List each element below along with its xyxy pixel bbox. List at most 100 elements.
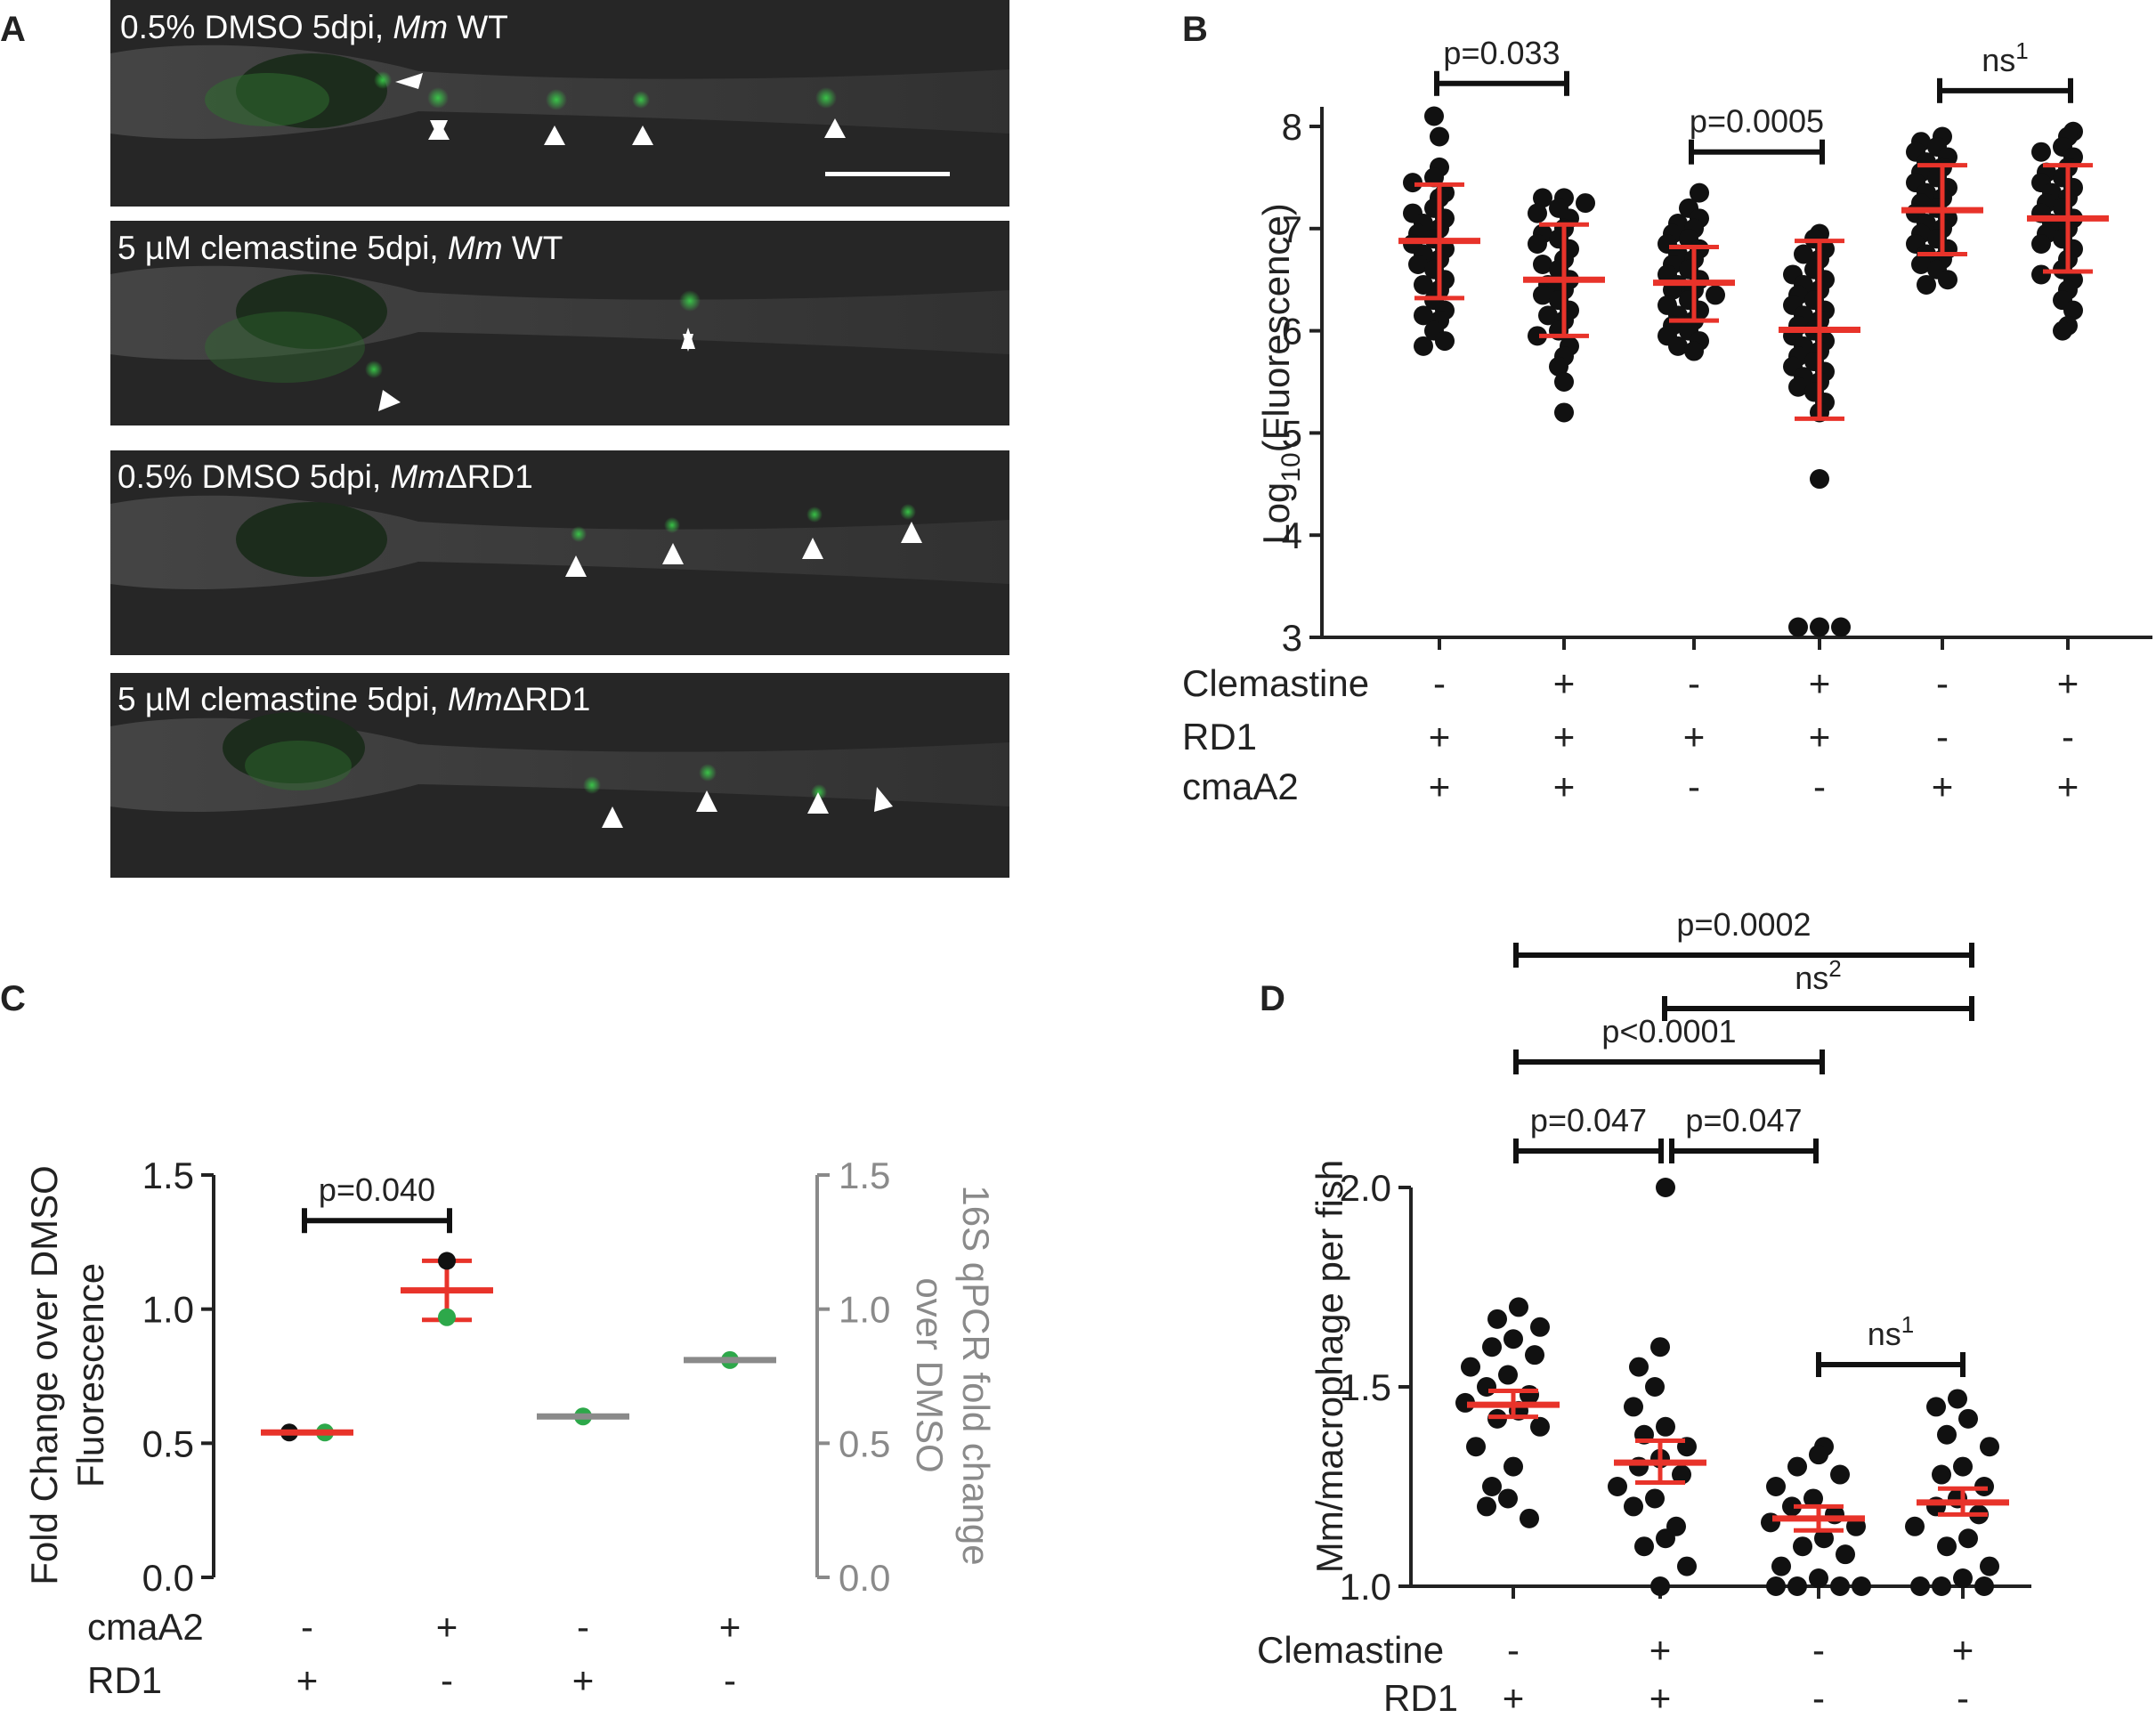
b-y-axis-tick-label: 3 [1282, 617, 1302, 659]
panel-b-chart: 3 4 5 6 7 8 Log10(Fluorescence) p=0.033 p=0.0005… [1182, 35, 2152, 807]
b-y-axis-tick-label: 8 [1282, 106, 1302, 148]
d-data-point [1624, 1496, 1643, 1517]
b-data-point [1528, 326, 1547, 346]
c-condition-symbol: - [724, 1659, 736, 1701]
c-condition-symbol: - [441, 1659, 453, 1701]
b-data-point [1430, 126, 1449, 147]
b-data-point [2053, 320, 2072, 341]
panel-c-chart: 0.0 0.5 1.0 1.5 0.0 0.5 1.0 1.5 Fold Change over… [23, 1155, 997, 1701]
b-data-point [1414, 274, 1433, 295]
c-y2-axis-label-line2: over DMSO [909, 1277, 951, 1472]
d-data-point [1677, 1556, 1697, 1576]
d-y-axis-tick-label: 2.0 [1340, 1167, 1391, 1209]
b-condition-symbol: - [1813, 766, 1826, 807]
b-data-point [2031, 142, 2051, 162]
b-row-label: Clemastine [1182, 662, 1369, 704]
d-data-point [1608, 1477, 1627, 1496]
c-condition-symbol: + [719, 1606, 742, 1648]
b-row-label: RD1 [1182, 716, 1257, 758]
d-data-point [1782, 1496, 1802, 1517]
b-data-point [1408, 254, 1428, 274]
b-data-point [1810, 469, 1829, 490]
b-data-point [1576, 193, 1595, 214]
d-data-point [1461, 1357, 1480, 1377]
d-comparison-3-label: p=0.047 [1530, 1102, 1647, 1139]
d-data-point [1953, 1456, 1973, 1477]
c-y2-axis-tick-label: 0.0 [839, 1557, 890, 1599]
c-y-axis-tick-label: 0.0 [142, 1557, 194, 1599]
d-data-point [1498, 1365, 1518, 1385]
b-data-point [1403, 173, 1422, 193]
d-y-axis-label: Mm/macrophage per fish [1309, 1160, 1350, 1574]
c-y-axis-tick-label: 1.5 [142, 1155, 194, 1196]
d-data-point [1787, 1576, 1807, 1596]
b-data-point [1788, 617, 1808, 637]
panel-letter-a: A [0, 10, 26, 49]
d-data-point [1520, 1508, 1539, 1528]
d-data-point [1948, 1389, 1967, 1409]
d-y-axis-tick-label: 1.5 [1340, 1366, 1391, 1408]
d-data-point [1830, 1576, 1850, 1596]
d-data-point [1958, 1408, 1978, 1429]
d-data-point [1650, 1337, 1670, 1357]
d-data-point [1958, 1528, 1978, 1549]
d-comparison-5-label: ns1 [1868, 1311, 1915, 1352]
d-data-point [1937, 1424, 1957, 1445]
d-data-point [1905, 1516, 1925, 1536]
panel-letter-b: B [1182, 10, 1208, 49]
b-condition-symbol: + [1932, 766, 1954, 807]
d-condition-symbol: - [1957, 1677, 1969, 1718]
c-condition-symbol: + [436, 1606, 458, 1648]
b-comparison-2-label: ns1 [1982, 37, 2029, 78]
micrograph-1-label: 0.5% DMSO 5dpi, Mm WT [120, 9, 508, 45]
d-data-point [1803, 1488, 1823, 1509]
b-condition-symbol: - [2062, 716, 2074, 758]
d-data-point [1629, 1357, 1649, 1377]
b-y-axis-tick-label: 6 [1282, 311, 1302, 353]
d-data-point [1520, 1384, 1539, 1405]
b-condition-symbol: + [1809, 716, 1831, 758]
d-condition-symbol: - [1812, 1677, 1825, 1718]
c-y2-axis-tick-label: 1.5 [839, 1155, 890, 1196]
b-data-point [1690, 182, 1709, 203]
d-data-point [1624, 1397, 1643, 1417]
c-y2-axis-label: 16S qPCR fold change [955, 1185, 997, 1565]
d-comparison-4-label: p=0.047 [1685, 1102, 1802, 1139]
d-data-point [1477, 1377, 1496, 1397]
d-data-point [1814, 1528, 1834, 1549]
d-data-point [1525, 1345, 1544, 1365]
d-condition-symbol: + [1952, 1629, 1974, 1671]
micrograph-2-label: 5 µM clemastine 5dpi, Mm WT [118, 230, 563, 266]
c-y2-axis-tick-label: 0.5 [839, 1422, 890, 1464]
d-row-label: Clemastine [1257, 1629, 1444, 1671]
b-data-point [1938, 270, 1957, 290]
b-data-point [1424, 167, 1444, 188]
c-condition-symbol: + [296, 1659, 319, 1701]
panel-a-micrographs: 0.5% DMSO 5dpi, Mm WT 5 µM clemastine 5d… [110, 0, 1009, 878]
b-data-point [1554, 372, 1574, 392]
d-data-point [1672, 1464, 1691, 1485]
d-data-point [1926, 1397, 1946, 1417]
d-data-point [1482, 1337, 1502, 1357]
d-data-point [1498, 1488, 1518, 1509]
d-data-point [1793, 1536, 1812, 1557]
b-condition-symbol: + [1553, 662, 1576, 704]
d-data-point [1809, 1445, 1828, 1465]
b-data-point [1435, 331, 1455, 352]
d-data-point [1771, 1556, 1791, 1576]
b-condition-symbol: - [1936, 716, 1949, 758]
b-data-point [2063, 300, 2083, 320]
b-condition-symbol: + [1429, 716, 1451, 758]
b-data-point [1528, 203, 1547, 223]
b-data-point [1911, 254, 1931, 274]
d-data-point [1656, 1416, 1675, 1437]
d-comparison-0-label: p=0.0002 [1676, 906, 1811, 943]
c-y-axis-label-line2: Fluorescence [69, 1263, 111, 1487]
d-data-point [1504, 1329, 1523, 1349]
panel-letter-d: D [1260, 979, 1285, 1018]
d-data-point [1932, 1464, 1951, 1485]
micrograph-4: 5 µM clemastine 5dpi, MmΔRD1 [110, 673, 1009, 878]
d-data-point [1836, 1544, 1855, 1565]
c-comparison-0-label: p=0.040 [319, 1171, 435, 1208]
